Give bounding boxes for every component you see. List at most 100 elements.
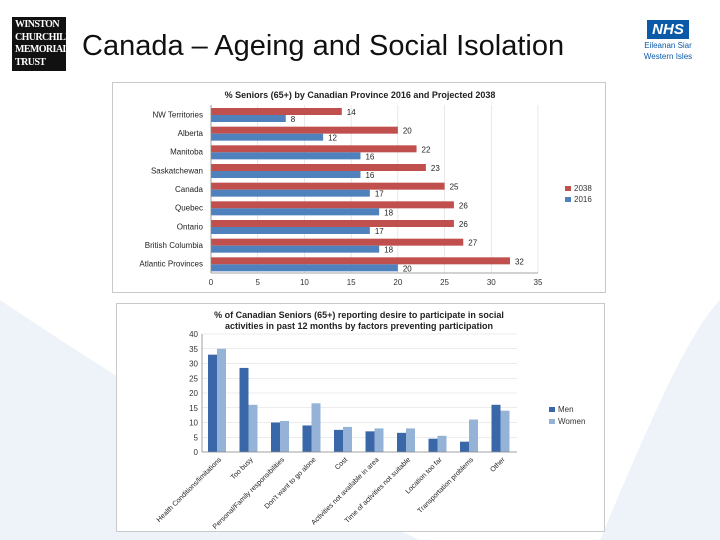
chart1-data-label: 14 (347, 108, 356, 117)
chart2-title-line: % of Canadian Seniors (65+) reporting de… (214, 310, 504, 320)
chart2-bar-Women (374, 428, 384, 452)
slide-title: Canada – Ageing and Social Isolation (82, 30, 565, 62)
chart1-bar-2038 (211, 257, 510, 265)
chart2-bar-Women (217, 348, 226, 452)
chart2-bar-Men (334, 429, 343, 452)
chart2-bar-Men (491, 404, 501, 452)
chart2-bar-Women (248, 404, 258, 452)
chart1-x-tick: 20 (393, 278, 402, 287)
chart1-data-label: 26 (459, 220, 468, 229)
chart1-bar-2016 (211, 189, 370, 197)
chart1-bar-2016 (211, 208, 380, 216)
chart2-bar-Men (428, 438, 438, 452)
chart1-data-label: 16 (365, 171, 374, 180)
chart2-bar-Women (500, 410, 510, 452)
chart2-y-tick: 40 (189, 330, 198, 339)
chart1-bar-2038 (211, 201, 454, 209)
chart1-x-tick: 0 (209, 278, 214, 287)
chart1-x-tick: 35 (534, 278, 543, 287)
chart1-legend-swatch (565, 186, 571, 191)
chart1-bar-2038 (211, 164, 426, 171)
chart2-y-tick: 0 (194, 448, 199, 457)
chart2-bar-Men (460, 441, 469, 452)
chart1-data-label: 25 (450, 183, 459, 192)
chart2-category-label: Time of activities not suitable (344, 456, 412, 524)
barriers-chart: % of Canadian Seniors (65+) reporting de… (156, 310, 586, 531)
chart1-category-label: Alberta (178, 129, 204, 138)
chart1-bar-2016 (211, 245, 380, 253)
chart2-y-tick: 5 (194, 433, 199, 442)
chart1-bar-2038 (211, 238, 464, 246)
chart2-bar-Women (406, 428, 415, 452)
chart2-legend-swatch (549, 407, 555, 412)
chart1-category-label: NW Territories (152, 110, 203, 119)
province-chart: % Seniors (65+) by Canadian Province 201… (139, 90, 592, 287)
chart1-data-label: 27 (468, 239, 477, 248)
chart1-bar-2016 (211, 227, 370, 234)
chart2-y-tick: 30 (189, 360, 198, 369)
chart1-category-label: Atlantic Provinces (139, 260, 203, 269)
chart1-data-label: 16 (365, 152, 374, 161)
barriers-chart-panel: % of Canadian Seniors (65+) reporting de… (116, 303, 605, 532)
chart1-data-label: 17 (375, 227, 384, 236)
nhs-wordmark: NHS (647, 20, 689, 39)
chart1-bar-2016 (211, 264, 398, 272)
chart1-bar-2016 (211, 152, 361, 160)
chart2-category-label: Health Conditions/limitations (156, 456, 224, 524)
chart1-data-label: 12 (328, 134, 337, 143)
chart1-legend-swatch (565, 197, 571, 202)
chart1-category-label: British Columbia (145, 241, 204, 250)
chart2-y-tick: 20 (189, 389, 198, 398)
chart2-bar-Men (239, 367, 249, 452)
chart1-data-label: 22 (422, 145, 431, 154)
province-chart-panel: % Seniors (65+) by Canadian Province 201… (112, 82, 606, 293)
chart2-bar-Women (280, 421, 289, 452)
chart1-legend-label: 2016 (574, 195, 592, 204)
chart2-title-line: activities in past 12 months by factors … (225, 321, 493, 331)
chart2-category-label: Activities not available in area (311, 456, 381, 526)
chart2-bar-Women (437, 435, 447, 452)
chart1-bar-2038 (211, 108, 342, 115)
chart1-bar-2038 (211, 182, 445, 190)
chart2-y-tick: 10 (189, 419, 198, 428)
chart1-data-label: 26 (459, 201, 468, 210)
chart1-x-tick: 5 (255, 278, 260, 287)
chart2-legend-label: Men (558, 405, 574, 414)
chart1-data-label: 23 (431, 164, 440, 173)
chart2-category-label: Don't want to go alone (264, 456, 318, 510)
chart1-bar-2016 (211, 133, 324, 141)
chart1-data-label: 17 (375, 190, 384, 199)
chart1-bar-2016 (211, 115, 286, 122)
chart2-bar-Women (343, 426, 352, 452)
chart2-category-label: Transportation problems (417, 456, 476, 515)
chart1-data-label: 8 (291, 115, 296, 124)
chart1-data-label: 20 (403, 127, 412, 136)
churchill-trust-logo: WINSTON CHURCHILL MEMORIAL TRUST (12, 17, 72, 71)
chart1-data-label: 20 (403, 264, 412, 273)
chart2-legend-swatch (549, 419, 555, 424)
chart2-category-label: Too busy (230, 456, 255, 481)
chart1-category-label: Saskatchewan (151, 166, 203, 175)
chart2-bar-Men (397, 432, 406, 452)
chart1-data-label: 32 (515, 257, 524, 266)
chart1-x-tick: 15 (347, 278, 356, 287)
chart1-data-label: 18 (384, 208, 393, 217)
chart1-legend-label: 2038 (574, 184, 592, 193)
nhs-sub-line2: Western Isles (643, 52, 693, 61)
chart1-category-label: Quebec (175, 204, 203, 213)
chart1-category-label: Manitoba (170, 148, 203, 157)
chart1-bar-2038 (211, 126, 398, 134)
chart2-bar-Men (208, 354, 217, 452)
chart2-bar-Men (365, 431, 375, 452)
chart2-bar-Women (311, 403, 321, 452)
chart1-x-tick: 25 (440, 278, 449, 287)
chart1-title: % Seniors (65+) by Canadian Province 201… (225, 90, 496, 100)
chart1-category-label: Ontario (177, 222, 204, 231)
nhs-sub-line1: Eileanan Siar (644, 41, 692, 50)
chart2-bar-Men (302, 425, 312, 452)
chart1-bar-2016 (211, 171, 361, 178)
chart1-x-tick: 30 (487, 278, 496, 287)
chart2-category-label: Cost (334, 456, 349, 471)
chart2-category-label: Other (489, 456, 507, 474)
chart2-y-tick: 25 (189, 374, 198, 383)
